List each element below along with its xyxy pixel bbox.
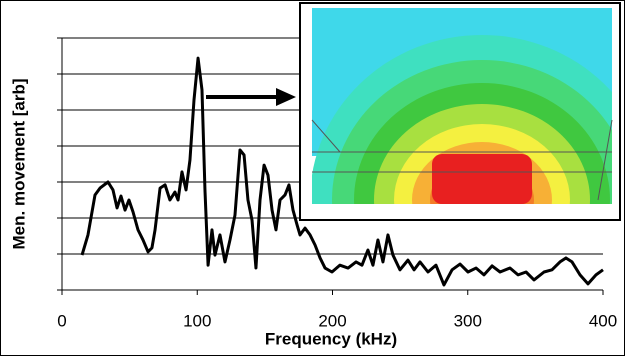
x-tick-label: 400 — [589, 311, 617, 330]
y-axis-label: Men. movement [arb] — [9, 79, 28, 250]
x-tick-label: 200 — [318, 311, 346, 330]
x-axis-label: Frequency (kHz) — [265, 329, 397, 348]
arrow — [206, 88, 296, 106]
x-tick-label: 300 — [454, 311, 482, 330]
x-tick-label: 100 — [183, 311, 211, 330]
inset-image — [299, 2, 621, 221]
data-line — [80, 56, 604, 287]
x-tick-label: 0 — [57, 311, 66, 330]
